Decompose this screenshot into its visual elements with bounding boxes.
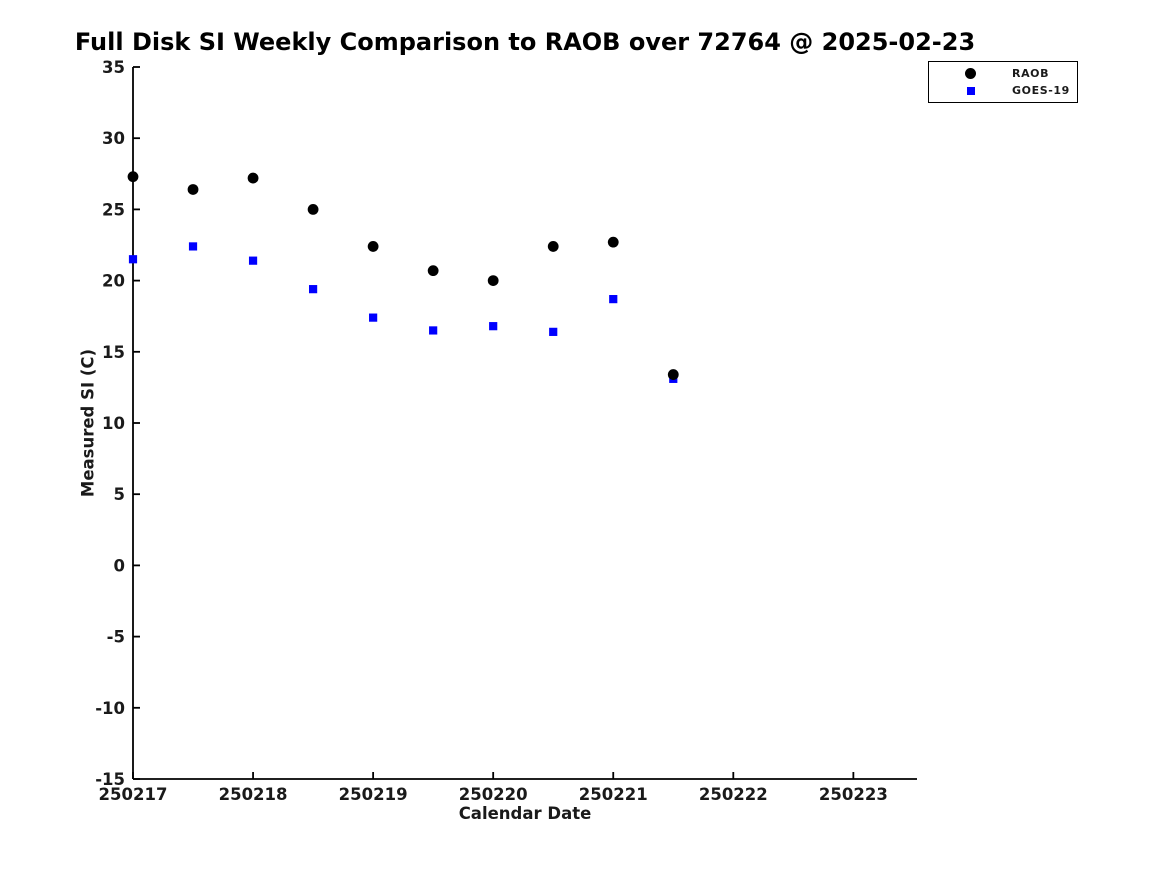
x-tick-label: 250223	[819, 785, 888, 804]
raob-point	[607, 236, 619, 248]
raob-point	[247, 172, 259, 184]
raob-point	[127, 171, 139, 183]
chart-title: Full Disk SI Weekly Comparison to RAOB o…	[74, 28, 976, 56]
y-tick-label: -5	[107, 628, 125, 647]
x-tick-label: 250217	[99, 785, 168, 804]
raob-point	[487, 275, 499, 286]
y-tick-label: 15	[102, 343, 125, 362]
goes19-point	[489, 322, 498, 331]
y-tick-label: 5	[114, 485, 125, 504]
raob-point	[307, 204, 319, 215]
legend-entry-raob: RAOB	[929, 66, 1077, 81]
raob-point	[667, 369, 679, 380]
legend: RAOB GOES-19	[928, 61, 1078, 103]
x-tick-label: 250221	[579, 785, 648, 804]
goes19-point	[128, 255, 138, 264]
goes19-point	[549, 327, 558, 336]
x-axis-label: Calendar Date	[458, 804, 592, 823]
raob-circle-marker-icon	[965, 68, 976, 79]
y-tick-label: 0	[114, 556, 125, 575]
raob-point	[187, 184, 199, 195]
y-axis-label: Measured SI (C)	[78, 348, 98, 498]
y-tick-label: 25	[102, 200, 125, 219]
raob-point	[547, 241, 559, 252]
y-tick-label: -10	[95, 699, 125, 718]
x-tick-label: 250219	[339, 785, 408, 804]
raob-point	[367, 241, 379, 252]
x-tick-label: 250222	[699, 785, 768, 804]
goes19-point	[248, 256, 258, 265]
x-tick-label: 250220	[459, 785, 528, 804]
legend-marker-cell	[929, 68, 1012, 79]
legend-entry-goes19: GOES-19	[929, 83, 1077, 98]
legend-label-goes19: GOES-19	[1012, 84, 1070, 97]
goes19-point	[188, 242, 198, 251]
goes19-point	[429, 326, 438, 335]
goes19-point	[308, 285, 318, 294]
legend-label-raob: RAOB	[1012, 67, 1050, 80]
x-tick-label: 250218	[219, 785, 288, 804]
legend-marker-cell	[929, 86, 1012, 95]
goes19-square-marker-icon	[966, 86, 975, 95]
y-tick-label: 30	[102, 129, 125, 148]
y-tick-label: 35	[102, 58, 125, 77]
raob-point	[427, 265, 439, 277]
goes19-point	[369, 313, 378, 322]
y-tick-label: 10	[102, 414, 125, 433]
y-tick-label: 20	[102, 272, 125, 291]
goes19-point	[609, 295, 618, 304]
y-tick-label: -15	[95, 770, 125, 789]
